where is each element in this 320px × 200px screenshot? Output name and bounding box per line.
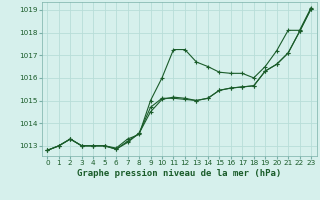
X-axis label: Graphe pression niveau de la mer (hPa): Graphe pression niveau de la mer (hPa) [77, 169, 281, 178]
